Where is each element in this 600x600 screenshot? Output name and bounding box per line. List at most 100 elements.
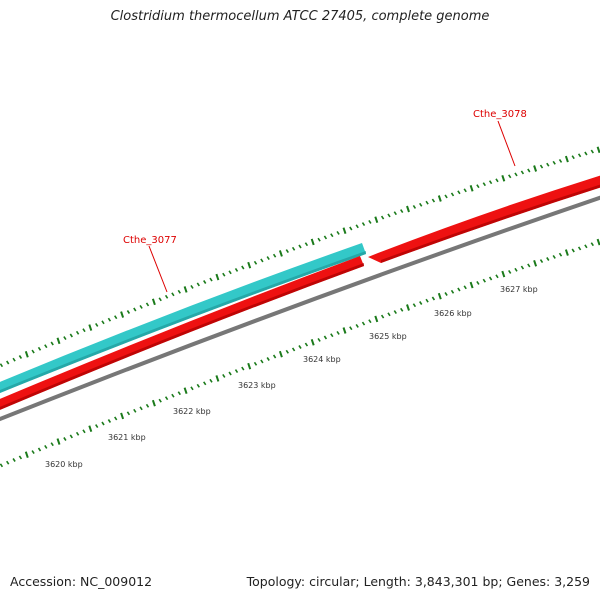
outer-tick [539,164,544,169]
inner-tick [291,347,296,352]
outer-tick [450,192,455,197]
gene-label-cthe-3077[interactable]: Cthe_3077 [123,235,177,246]
kbp-label: 3625 kbp [369,332,407,341]
kbp-label: 3622 kbp [173,407,211,416]
outer-tick [457,190,461,195]
outer-tick [508,174,512,179]
outer-tick [6,360,10,365]
inner-tick [203,381,207,386]
outer-tick [56,337,61,345]
outer-tick [412,204,417,209]
inner-tick [419,301,423,305]
outer-tick [228,270,232,275]
outer-tick [495,178,499,183]
inner-tick [412,303,417,308]
outer-tick [107,317,112,322]
inner-tick [272,354,277,359]
outer-tick-track [0,146,600,368]
inner-tick [431,296,436,301]
outer-tick [501,174,506,182]
inner-tick [558,252,563,257]
inner-tick [400,307,404,312]
inner-tick [37,447,42,452]
outer-tick [488,180,493,185]
outer-tick [406,205,410,213]
kbp-label: 3623 kbp [238,381,276,390]
label-pointer-cthe-3077 [148,245,168,293]
inner-tick [234,369,239,374]
inner-tick [564,249,569,256]
gene-cthe-3078-shadow [381,184,600,263]
inner-tick [393,310,397,315]
inner-tick [501,270,506,278]
outer-tick [469,184,474,192]
outer-tick [82,328,86,333]
inner-tick [425,298,429,303]
inner-tick [139,406,143,411]
inner-tick [44,444,48,449]
outer-tick [444,194,448,199]
outer-tick [558,158,563,163]
outer-tick [368,219,372,224]
inner-tick [164,396,169,401]
inner-tick [95,424,99,429]
outer-tick [158,297,162,302]
inner-tick [88,425,93,433]
inner-tick [253,361,258,366]
outer-tick [596,146,600,154]
gene-label-cthe-3078[interactable]: Cthe_3078 [473,109,527,120]
outer-tick [177,289,181,294]
outer-tick [349,226,353,231]
outer-tick [75,330,80,335]
inner-tick [368,319,372,324]
inner-tick [69,434,73,439]
inner-tick [24,451,29,459]
gene-cthe-3078[interactable] [368,174,600,263]
outer-tick [431,198,436,203]
inner-tick [31,450,35,455]
outer-tick [323,235,328,240]
inner-tick [476,280,480,285]
outer-tick [69,333,73,338]
accession-text: Accession: NC_009012 [10,574,153,589]
outer-tick [24,350,29,358]
outer-tick [527,168,531,173]
inner-tick [133,408,137,413]
outer-tick [63,336,67,341]
inner-tick [278,350,283,358]
outer-tick [114,315,118,320]
outer-tick [533,165,538,172]
outer-tick [374,216,379,224]
outer-tick [577,153,582,158]
inner-tick [495,274,499,279]
outer-tick [393,211,397,216]
inner-tick [215,375,220,382]
inner-tick [101,421,105,426]
inner-tick [126,411,131,416]
outer-tick [272,253,277,258]
outer-tick [590,149,594,154]
inner-tick [75,431,80,436]
outer-tick [222,272,226,277]
inner-tick [120,412,125,420]
kbp-label: 3627 kbp [500,285,538,294]
outer-tick [291,246,296,251]
outer-tick [88,324,93,331]
inner-tick [151,399,156,407]
inner-tick [323,335,328,340]
outer-tick [12,357,16,362]
inner-tick [571,248,575,253]
outer-tick [183,286,188,293]
inner-tick [228,371,232,376]
inner-tick [590,242,594,247]
inner-tick [107,419,112,423]
outer-tick [260,258,264,263]
outer-tick [241,265,245,270]
outer-tick [164,294,169,299]
inner-tick [18,455,23,460]
outer-tick [482,182,486,187]
inner-tick [222,373,226,378]
outer-tick [0,363,4,368]
inner-tick [145,403,150,408]
